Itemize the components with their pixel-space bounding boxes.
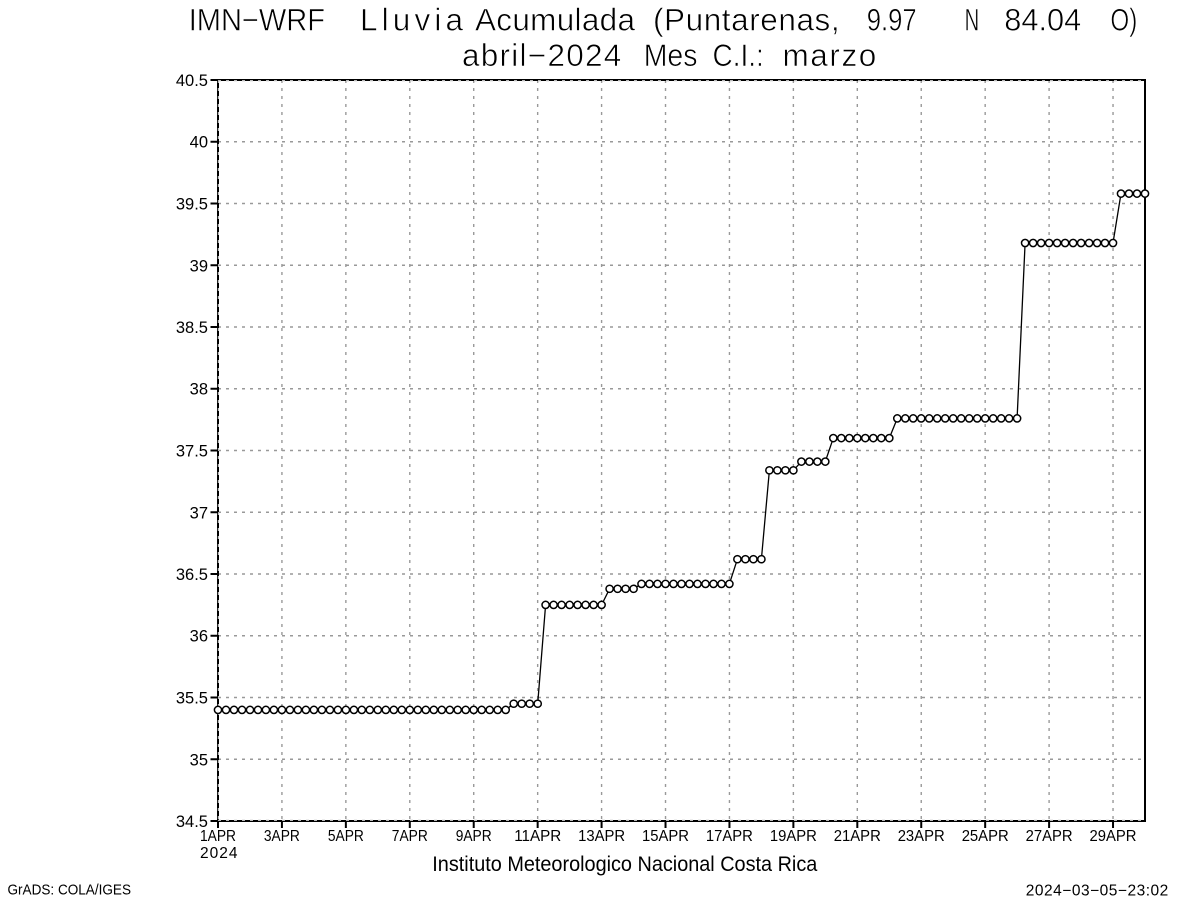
svg-text:36.5: 36.5: [176, 566, 208, 584]
svg-text:Instituto Meteorologico Nacion: Instituto Meteorologico Nacional Costa R…: [432, 853, 817, 876]
svg-text:19APR: 19APR: [770, 828, 817, 845]
svg-text:35.5: 35.5: [176, 690, 208, 708]
svg-text:27APR: 27APR: [1026, 828, 1073, 845]
svg-text:34.5: 34.5: [176, 813, 208, 831]
svg-text:3APR: 3APR: [264, 828, 300, 845]
svg-text:36: 36: [190, 628, 208, 646]
svg-text:29APR: 29APR: [1090, 828, 1137, 845]
svg-text:37: 37: [190, 504, 208, 522]
svg-text:2024: 2024: [200, 845, 238, 862]
svg-text:37.5: 37.5: [176, 443, 208, 461]
svg-text:1APR: 1APR: [200, 828, 236, 845]
svg-text:9APR: 9APR: [456, 828, 492, 845]
svg-text:38.5: 38.5: [176, 319, 208, 337]
svg-text:5APR: 5APR: [328, 828, 364, 845]
svg-text:39.5: 39.5: [176, 196, 208, 214]
svg-text:38: 38: [190, 381, 208, 399]
svg-text:40: 40: [190, 134, 208, 152]
svg-text:GrADS: COLA/IGES: GrADS: COLA/IGES: [8, 883, 132, 899]
svg-text:2024−03−05−23:02: 2024−03−05−23:02: [1026, 883, 1169, 900]
svg-text:11APR: 11APR: [514, 828, 561, 845]
svg-text:17APR: 17APR: [706, 828, 753, 845]
svg-text:25APR: 25APR: [962, 828, 1009, 845]
svg-text:39: 39: [190, 257, 208, 275]
svg-text:40.5: 40.5: [176, 72, 208, 90]
svg-text:23APR: 23APR: [898, 828, 945, 845]
svg-text:7APR: 7APR: [392, 828, 428, 845]
svg-text:35: 35: [190, 751, 208, 769]
svg-text:21APR: 21APR: [834, 828, 881, 845]
svg-text:13APR: 13APR: [578, 828, 625, 845]
svg-text:15APR: 15APR: [642, 828, 689, 845]
